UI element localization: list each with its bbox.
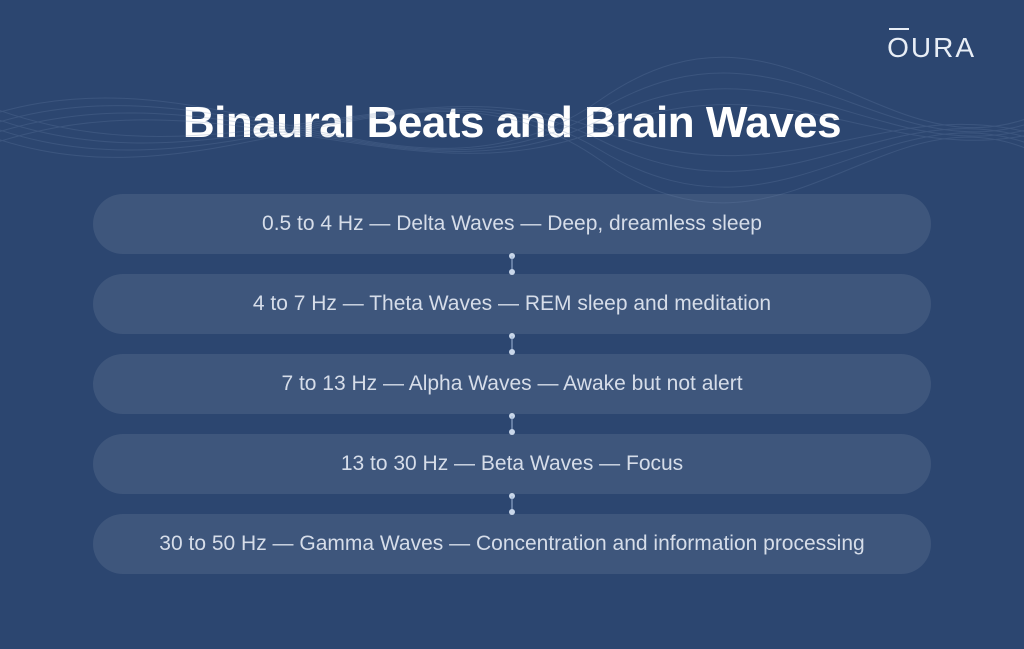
separator: — [492,292,525,315]
wave-name: Theta Waves [369,292,492,315]
separator: — [443,532,476,555]
wave-desc: REM sleep and meditation [525,292,771,315]
wave-row: 30 to 50 Hz — Gamma Waves — Concentratio… [93,514,931,574]
separator: — [267,532,300,555]
infographic-canvas: OURA Binaural Beats and Brain Waves 0.5 … [0,0,1024,649]
connector [511,414,513,434]
separator: — [337,292,369,315]
wave-name: Beta Waves [481,452,593,475]
wave-name: Delta Waves [396,212,514,235]
wave-desc: Concentration and information processing [476,532,865,555]
wave-desc: Deep, dreamless sleep [547,212,762,235]
connector [511,494,513,514]
separator: — [377,372,409,395]
wave-hz: 7 to 13 Hz [281,372,377,395]
separator: — [448,452,481,475]
wave-row: 4 to 7 Hz — Theta Waves — REM sleep and … [93,274,931,334]
wave-row: 7 to 13 Hz — Alpha Waves — Awake but not… [93,354,931,414]
wave-row: 0.5 to 4 Hz — Delta Waves — Deep, dreaml… [93,194,931,254]
connector [511,334,513,354]
separator: — [532,372,564,395]
wave-desc: Focus [626,452,683,475]
wave-hz: 0.5 to 4 Hz [262,212,364,235]
wave-hz: 4 to 7 Hz [253,292,337,315]
wave-list: 0.5 to 4 Hz — Delta Waves — Deep, dreaml… [93,194,931,574]
wave-hz: 30 to 50 Hz [159,532,266,555]
wave-row: 13 to 30 Hz — Beta Waves — Focus [93,434,931,494]
separator: — [364,212,397,235]
wave-name: Alpha Waves [409,372,532,395]
separator: — [515,212,548,235]
connector [511,254,513,274]
brand-logo: OURA [887,32,976,64]
wave-name: Gamma Waves [299,532,443,555]
separator: — [593,452,626,475]
wave-hz: 13 to 30 Hz [341,452,448,475]
main-title: Binaural Beats and Brain Waves [183,98,841,148]
wave-desc: Awake but not alert [563,372,742,395]
